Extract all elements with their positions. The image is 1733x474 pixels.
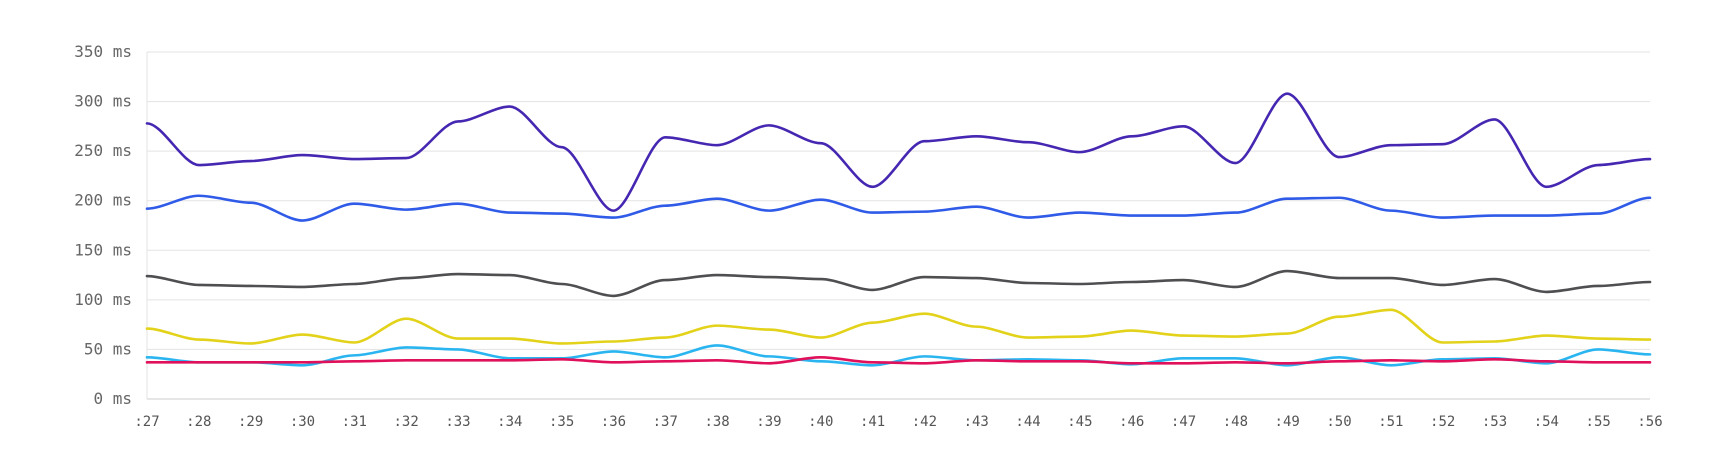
x-tick-label: :47 [1171,414,1196,430]
x-tick-label: :36 [601,414,626,430]
series-line-gray [145,269,1652,298]
x-tick-label: :27 [134,414,159,430]
x-tick-label: :38 [704,414,729,430]
x-tick-label: :55 [1586,414,1611,430]
x-tick-label: :40 [808,414,833,430]
y-tick-label: 250 ms [74,141,132,160]
series-line-purple [145,92,1652,212]
x-tick-label: :48 [1223,414,1248,430]
x-axis-ticks: :27 :28 :29 :30 :31 :32 :33 :34 :35 :36 :37 :38 :39:… [134,414,1662,430]
series-lines [145,92,1652,367]
x-tick-label: :56 [1637,414,1662,430]
x-tick-label: :49 [1275,414,1300,430]
series-line-cyan [145,344,1652,367]
y-tick-label: 100 ms [74,290,132,309]
x-tick-label: :37 [653,414,678,430]
x-tick-label: :54 [1534,414,1559,430]
x-tick-label: :44 [1015,414,1040,430]
gridlines [146,51,1650,400]
series-line-yellow [145,308,1652,345]
x-tick-label: :51 [1378,414,1403,430]
x-tick-label: :29 [238,414,263,430]
x-tick-label: :35 [549,414,574,430]
x-tick-label: :42 [912,414,937,430]
x-tick-label: :46 [1119,414,1144,430]
y-tick-label: 0 ms [93,389,132,408]
x-tick-label: :32 [393,414,418,430]
y-tick-label: 300 ms [74,92,132,111]
series-line-crimson [145,356,1652,365]
x-tick-label: :41 [860,414,885,430]
series-line-blue [145,194,1652,222]
y-tick-label: 150 ms [74,240,132,259]
x-tick-label: :39 [756,414,781,430]
y-tick-label: 350 ms [74,42,132,61]
y-axis-ticks: 0 ms 50 ms 100 ms 150 ms 200 ms 250 ms 300 ms 3… [74,42,132,408]
y-tick-label: 200 ms [74,191,132,210]
x-tick-label: :53 [1482,414,1507,430]
x-tick-label: :28 [186,414,211,430]
y-tick-label: 50 ms [84,339,132,358]
x-tick-label: :52 [1430,414,1455,430]
x-tick-label: :33 [445,414,470,430]
x-tick-label: :31 [342,414,367,430]
x-tick-label: :43 [964,414,989,430]
x-tick-label: :50 [1326,414,1351,430]
x-tick-label: :34 [497,414,522,430]
x-tick-label: :30 [290,414,315,430]
x-tick-label: :45 [1067,414,1092,430]
